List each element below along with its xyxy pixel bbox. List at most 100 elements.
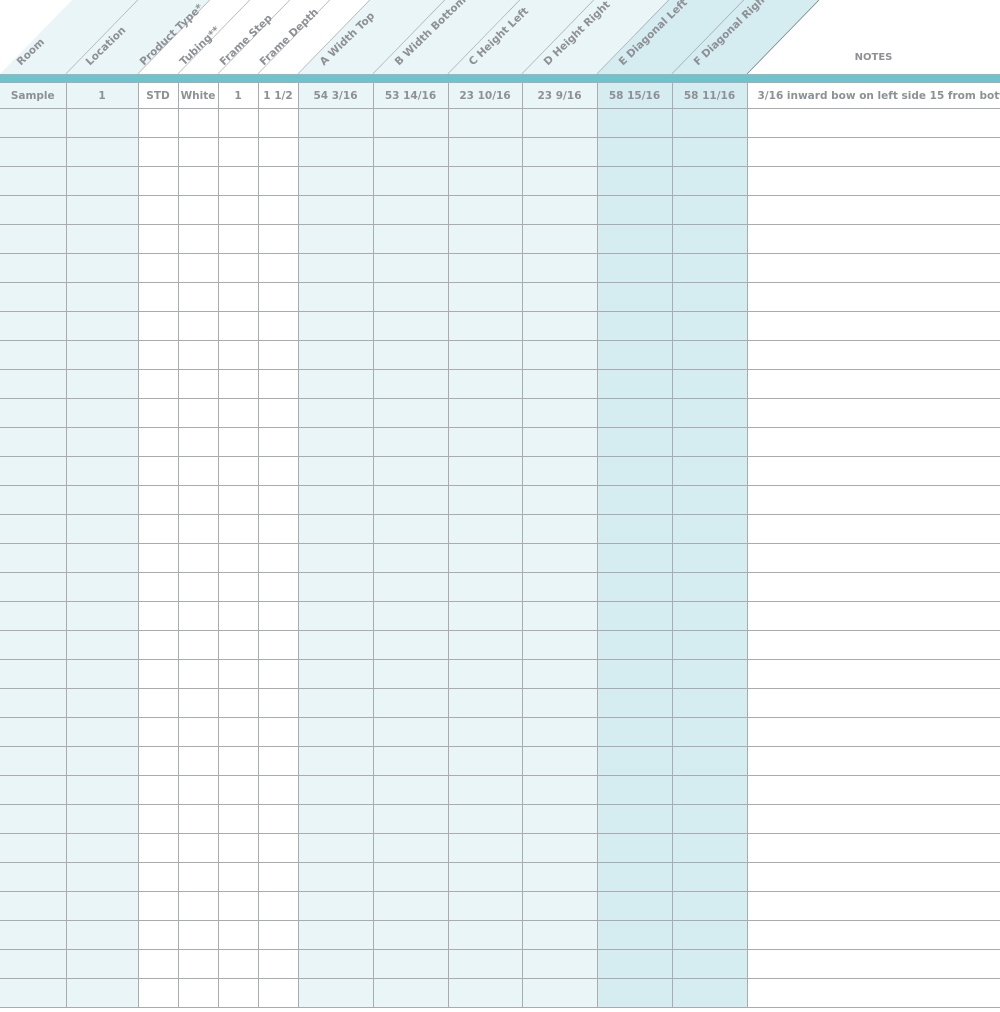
table-cell[interactable] [137,717,179,747]
table-cell[interactable] [217,485,259,515]
table-cell[interactable] [746,253,1000,283]
table-cell[interactable] [0,659,67,689]
table-cell[interactable] [0,891,67,921]
table-cell[interactable] [137,746,179,776]
table-cell[interactable] [137,340,179,370]
table-cell[interactable] [177,833,219,863]
table-cell[interactable] [217,398,259,428]
table-cell[interactable] [596,601,673,631]
table-cell[interactable] [257,311,299,341]
table-cell[interactable] [217,282,259,312]
table-cell[interactable] [65,891,139,921]
table-cell[interactable] [746,369,1000,399]
table-cell[interactable] [177,688,219,718]
table-cell[interactable] [521,398,598,428]
table-cell[interactable] [521,630,598,660]
table-cell[interactable] [521,601,598,631]
table-cell[interactable] [177,978,219,1008]
table-cell[interactable] [671,224,748,254]
table-cell[interactable] [217,804,259,834]
table-cell[interactable] [521,717,598,747]
table-cell[interactable] [372,456,449,486]
table-cell[interactable] [217,195,259,225]
table-cell[interactable] [746,514,1000,544]
table-cell[interactable] [65,775,139,805]
table-cell[interactable] [177,311,219,341]
table-cell[interactable] [0,485,67,515]
table-cell[interactable] [177,485,219,515]
table-cell[interactable] [447,340,523,370]
table-cell[interactable] [0,862,67,892]
table-cell[interactable] [177,572,219,602]
table-cell[interactable] [217,137,259,167]
table-cell[interactable] [137,108,179,138]
table-cell[interactable] [177,369,219,399]
table-cell[interactable] [521,688,598,718]
table-cell[interactable] [372,398,449,428]
table-cell[interactable] [297,775,374,805]
table-cell[interactable] [65,108,139,138]
table-cell[interactable] [177,282,219,312]
table-cell[interactable] [521,253,598,283]
table-cell[interactable] [217,630,259,660]
table-cell[interactable] [521,166,598,196]
table-cell[interactable] [257,630,299,660]
table-cell[interactable] [447,630,523,660]
table-cell[interactable] [746,485,1000,515]
table-cell[interactable] [746,427,1000,457]
table-cell[interactable] [0,195,67,225]
table-cell[interactable] [177,804,219,834]
table-cell[interactable] [65,311,139,341]
table-cell[interactable] [297,282,374,312]
table-cell[interactable] [217,775,259,805]
table-cell[interactable] [217,891,259,921]
table-cell[interactable] [297,804,374,834]
table-cell[interactable] [521,282,598,312]
table-cell[interactable] [596,398,673,428]
table-cell[interactable] [372,717,449,747]
table-cell[interactable] [372,224,449,254]
table-cell[interactable] [65,920,139,950]
table-cell[interactable] [671,137,748,167]
table-cell[interactable] [65,833,139,863]
table-cell[interactable] [372,630,449,660]
table-cell[interactable] [372,485,449,515]
table-cell[interactable] [257,137,299,167]
table-cell[interactable] [521,224,598,254]
table-cell[interactable] [177,427,219,457]
table-cell[interactable] [0,949,67,979]
table-cell[interactable] [0,833,67,863]
table-cell[interactable] [521,195,598,225]
table-cell[interactable] [257,166,299,196]
table-cell[interactable] [596,949,673,979]
table-cell[interactable] [671,166,748,196]
table-cell[interactable] [521,137,598,167]
table-cell[interactable] [257,833,299,863]
table-cell[interactable] [217,224,259,254]
table-cell[interactable] [177,891,219,921]
table-cell[interactable] [596,920,673,950]
table-cell[interactable] [372,978,449,1008]
table-cell[interactable] [137,775,179,805]
table-cell[interactable] [596,311,673,341]
table-cell[interactable] [257,862,299,892]
table-cell[interactable] [257,427,299,457]
table-cell[interactable] [0,427,67,457]
table-cell[interactable] [671,775,748,805]
table-cell[interactable] [65,340,139,370]
table-cell[interactable] [217,572,259,602]
table-cell[interactable] [596,369,673,399]
table-cell[interactable] [447,195,523,225]
table-cell[interactable] [671,659,748,689]
table-cell[interactable] [137,195,179,225]
table-cell[interactable] [372,195,449,225]
table-cell[interactable] [746,456,1000,486]
table-cell[interactable] [257,978,299,1008]
table-cell[interactable] [297,427,374,457]
table-cell[interactable] [596,833,673,863]
table-cell[interactable] [447,746,523,776]
table-cell[interactable] [521,514,598,544]
table-cell[interactable] [596,804,673,834]
table-cell[interactable] [671,746,748,776]
table-cell[interactable] [137,456,179,486]
